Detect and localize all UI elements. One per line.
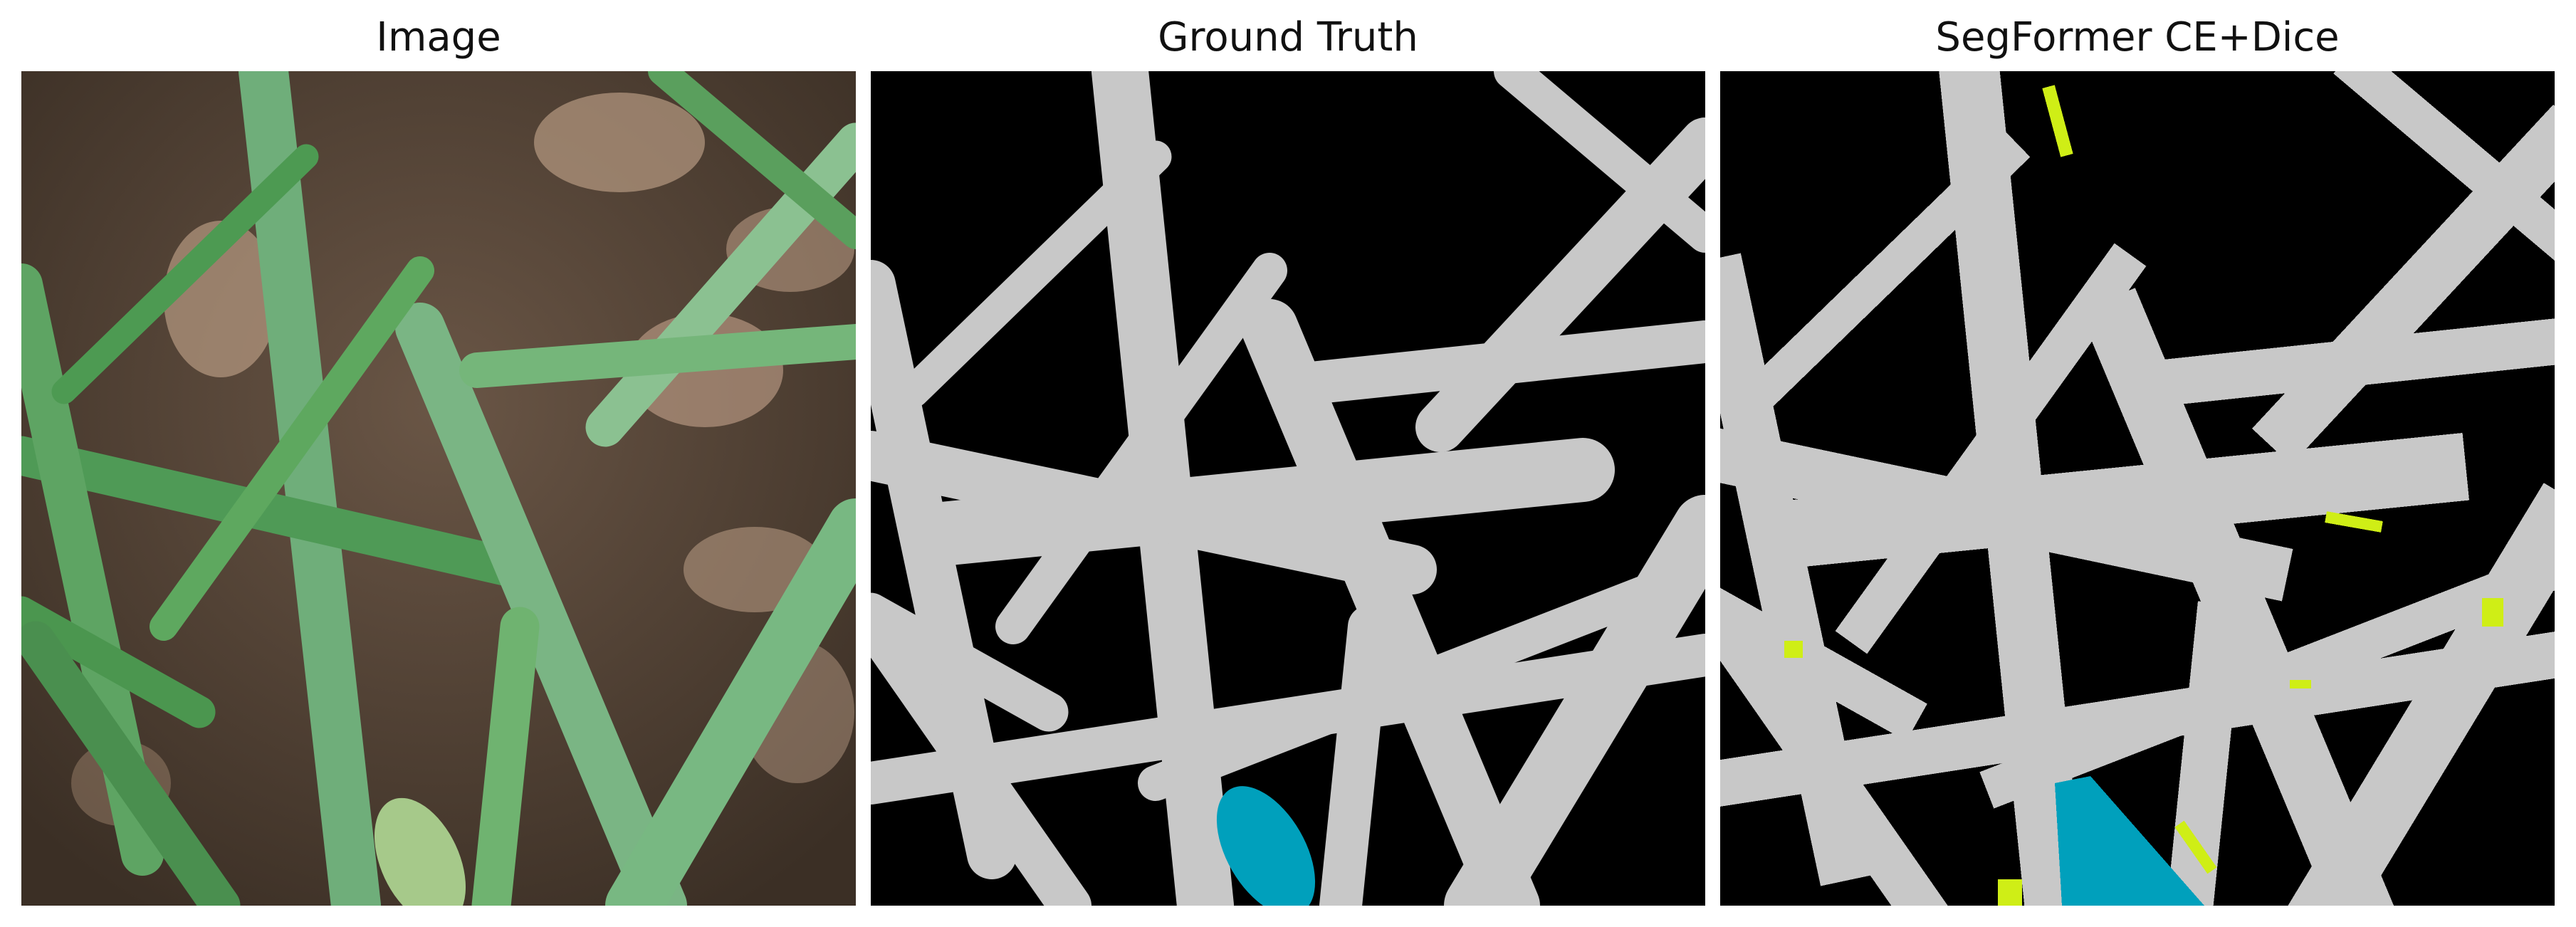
prediction-panel: SegFormer CE+Dice [1720,0,2555,927]
ground-truth-panel: Ground Truth [871,0,1705,927]
wheat-photo-illustration [21,71,856,906]
image-panel-title: Image [21,13,856,63]
prediction-mask-illustration [1720,71,2555,906]
prediction-mask [1720,71,2555,906]
input-photo [21,71,856,906]
ground-truth-mask-illustration [871,71,1705,906]
image-panel: Image [21,0,856,927]
ground-truth-mask [871,71,1705,906]
ground-truth-panel-title: Ground Truth [871,13,1705,63]
prediction-panel-title: SegFormer CE+Dice [1720,13,2555,63]
